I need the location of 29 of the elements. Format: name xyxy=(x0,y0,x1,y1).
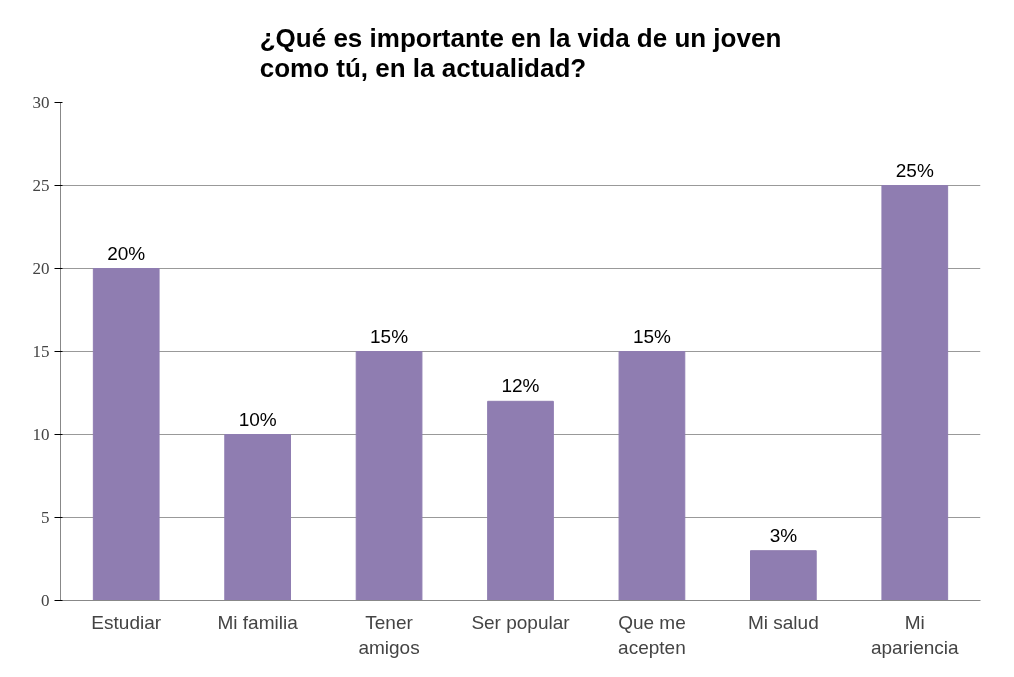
x-tick-label: Mi salud xyxy=(747,611,819,633)
x-tick-label: Ser popular xyxy=(471,611,571,633)
x-tick-label: Estudiar xyxy=(91,611,162,633)
bar xyxy=(355,351,423,601)
data-label: 10% xyxy=(238,408,277,430)
y-tick-label: 0 xyxy=(41,591,50,610)
bar xyxy=(487,400,554,601)
data-label: 15% xyxy=(632,325,672,347)
y-tick-label: 5 xyxy=(41,508,50,527)
data-label: 15% xyxy=(370,325,409,347)
x-tick-label: Mi familia xyxy=(217,611,299,633)
data-label: 3% xyxy=(769,524,798,546)
bar xyxy=(92,268,160,601)
x-tick-label: Mi apariencia xyxy=(870,611,960,658)
bar xyxy=(224,434,291,601)
chart-title: ¿Qué es importante en la vida de un joven como tú, en la actualidad? xyxy=(259,22,782,83)
data-label: 20% xyxy=(107,242,146,264)
x-tick-label: Que me acepten xyxy=(618,611,686,658)
bar xyxy=(750,550,817,601)
data-label: 12% xyxy=(501,375,540,397)
y-tick-label: 30 xyxy=(32,93,50,112)
y-tick-label: 10 xyxy=(32,425,50,444)
y-tick-label: 25 xyxy=(32,176,50,195)
bar xyxy=(881,185,949,601)
bar xyxy=(618,351,686,601)
y-tick-label: 15 xyxy=(32,342,50,361)
data-label: 25% xyxy=(895,159,934,181)
y-tick-label: 20 xyxy=(32,259,50,278)
x-tick-label: Tener amigos xyxy=(358,611,420,658)
